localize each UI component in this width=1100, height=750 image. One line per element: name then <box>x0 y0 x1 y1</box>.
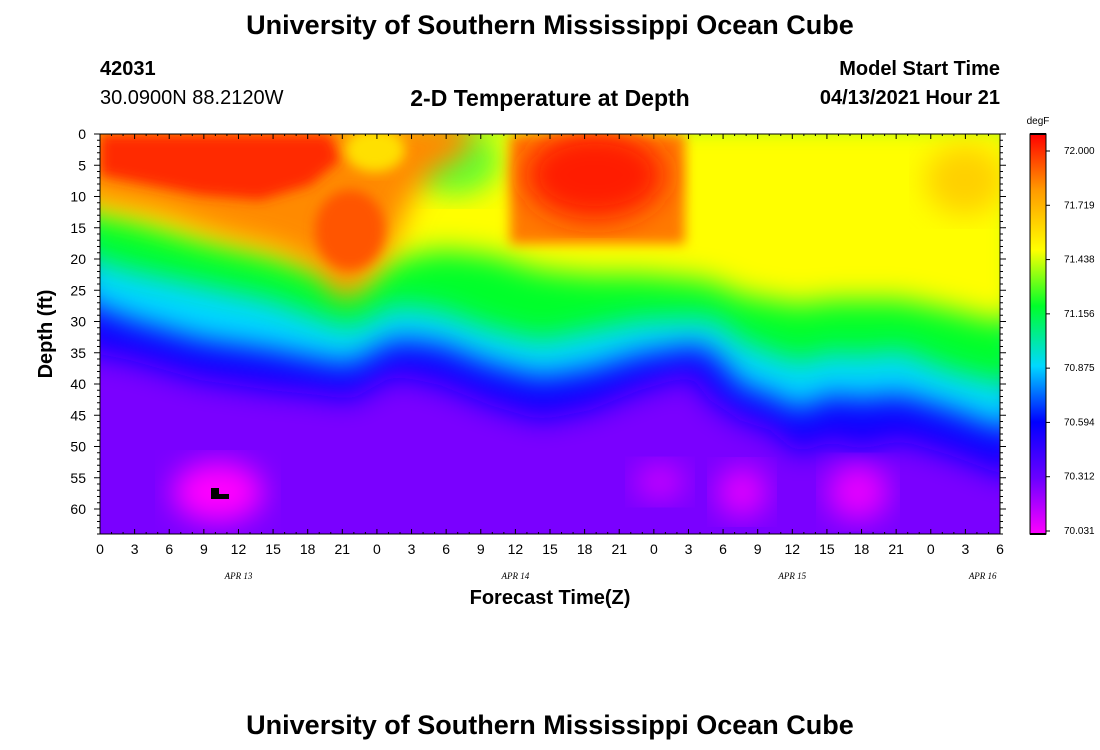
x-tick-label: 15 <box>542 541 558 557</box>
colorbar-tick-label: 70.594 <box>1064 417 1095 428</box>
x-tick-label: 18 <box>577 541 593 557</box>
heatmap-spot-magenta-3 <box>717 467 767 517</box>
heatmap-core-red-mid <box>315 190 385 270</box>
y-tick-label: 40 <box>70 376 86 392</box>
colorbar-ticks: 72.000 71.719 71.438 71.156 70.875 70.594 70.3… <box>1046 146 1095 537</box>
station-id: 42031 <box>100 58 156 80</box>
x-tick-label: 21 <box>888 541 904 557</box>
x-tick-label: 6 <box>719 541 727 557</box>
y-tick-label: 25 <box>70 282 86 298</box>
x-tick-label: 0 <box>373 541 381 557</box>
page-title-top: University of Southern Mississippi Ocean… <box>246 10 854 40</box>
x-date-label: APR 16 <box>968 571 997 581</box>
y-tick-label: 50 <box>70 439 86 455</box>
colorbar-tick-label: 71.438 <box>1064 255 1095 266</box>
colorbar-tick-label: 72.000 <box>1064 146 1095 157</box>
colorbar-tick-label: 71.719 <box>1064 200 1095 211</box>
model-start-label: Model Start Time <box>839 58 1000 80</box>
x-tick-label: 12 <box>785 541 801 557</box>
x-tick-label: 21 <box>335 541 351 557</box>
model-start-time: 04/13/2021 Hour 21 <box>819 87 1000 109</box>
x-tick-label: 3 <box>408 541 416 557</box>
x-tick-label: 21 <box>611 541 627 557</box>
x-tick-label: 9 <box>477 541 485 557</box>
x-tick-label: 0 <box>96 541 104 557</box>
heatmap-core-red-left <box>100 134 340 200</box>
x-tick-label: 6 <box>996 541 1004 557</box>
x-tick-label: 3 <box>685 541 693 557</box>
y-tick-label: 30 <box>70 314 86 330</box>
heatmap-spot-magenta-4 <box>828 464 888 520</box>
colorbar-unit-label: degF <box>1027 116 1050 127</box>
y-tick-label: 20 <box>70 251 86 267</box>
heatmap-spot-orange-right <box>925 145 1000 215</box>
missing-data-marker <box>211 488 229 499</box>
y-tick-label: 15 <box>70 220 86 236</box>
x-tick-label: 15 <box>265 541 281 557</box>
x-tick-label: 6 <box>442 541 450 557</box>
heatmap-core-red-right <box>525 134 665 220</box>
x-tick-label: 12 <box>231 541 247 557</box>
colorbar: degF 72.000 71.719 71.438 71.156 70.875 70.59… <box>1027 116 1095 537</box>
colorbar-tick-label: 70.031 <box>1064 526 1095 537</box>
colorbar-tick-label: 71.156 <box>1064 309 1095 320</box>
x-axis-title: Forecast Time(Z) <box>470 587 631 609</box>
heatmap-pocket-yellow <box>345 134 405 172</box>
x-tick-label: 9 <box>754 541 762 557</box>
x-tick-label: 9 <box>200 541 208 557</box>
x-tick-label: 18 <box>854 541 870 557</box>
y-axis-title: Depth (ft) <box>35 290 57 379</box>
x-tick-label: 15 <box>819 541 835 557</box>
station-location: 30.0900N 88.2120W <box>100 87 284 109</box>
colorbar-tick-label: 70.312 <box>1064 472 1095 483</box>
x-tick-label: 12 <box>508 541 524 557</box>
colorbar-gradient <box>1029 133 1047 535</box>
y-tick-label: 55 <box>70 470 86 486</box>
y-tick-label: 45 <box>70 407 86 423</box>
x-tick-label: 3 <box>961 541 969 557</box>
x-tick-label: 0 <box>650 541 658 557</box>
y-tick-label: 0 <box>78 126 86 142</box>
y-tick-label: 60 <box>70 501 86 517</box>
x-tick-label: 6 <box>165 541 173 557</box>
y-tick-label: 5 <box>78 157 86 173</box>
x-axis: 0 3 6 9 12 15 18 21 0 3 6 9 12 15 18 21 0 3 6 9 12 15 18 21 0 3 6 A… <box>96 134 1004 581</box>
heatmap-spot-magenta-2 <box>635 464 685 500</box>
x-date-label: APR 14 <box>501 571 530 581</box>
y-tick-label: 35 <box>70 345 86 361</box>
x-tick-label: 3 <box>131 541 139 557</box>
heatmap-field <box>100 134 1000 534</box>
colorbar-tick-label: 70.875 <box>1064 363 1095 374</box>
x-tick-label: 0 <box>927 541 935 557</box>
x-date-label: APR 15 <box>777 571 806 581</box>
plot-title: 2-D Temperature at Depth <box>410 85 690 111</box>
y-tick-label: 10 <box>70 189 86 205</box>
x-tick-label: 18 <box>300 541 316 557</box>
y-axis: 0 5 10 15 20 25 30 35 40 45 50 55 60 <box>70 126 1006 535</box>
x-date-label: APR 13 <box>224 571 253 581</box>
page-title-bottom: University of Southern Mississippi Ocean… <box>246 710 854 740</box>
